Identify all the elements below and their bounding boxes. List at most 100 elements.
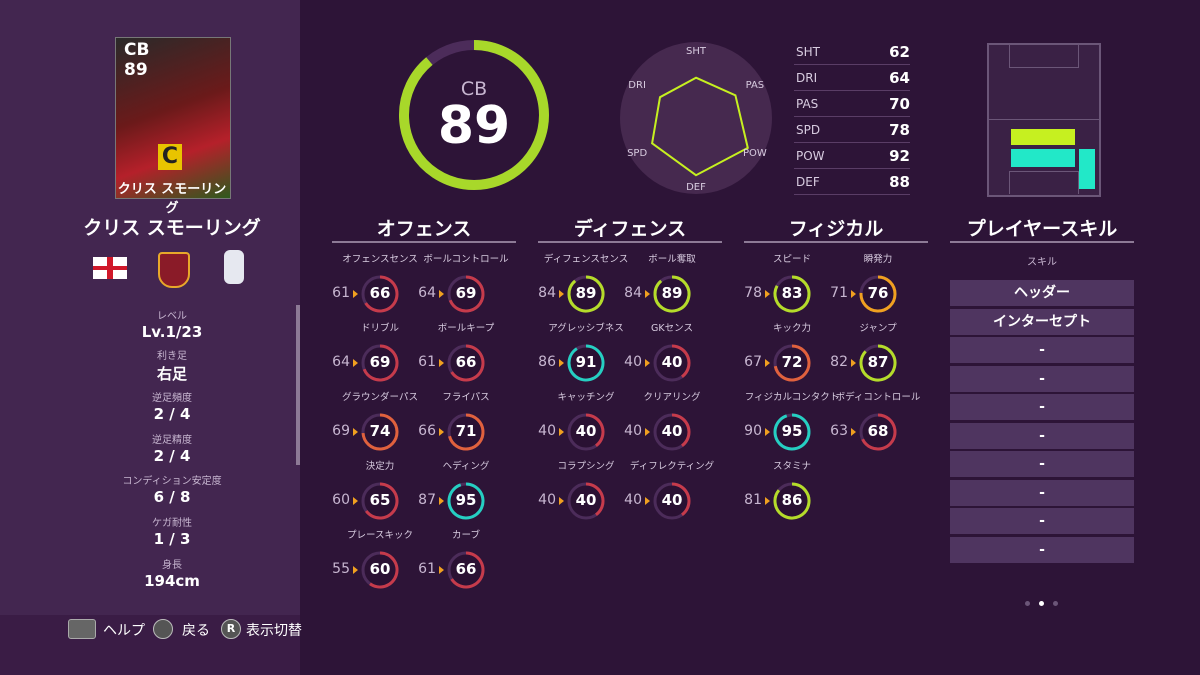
stat-name: ドリブル bbox=[360, 323, 399, 334]
stat-name: ジャンプ bbox=[859, 323, 897, 334]
ring-arc bbox=[567, 344, 605, 382]
stat-value: 89 bbox=[575, 284, 597, 302]
stat-value: 72 bbox=[781, 353, 803, 371]
stat-divider bbox=[794, 116, 910, 117]
stat-value: 70 bbox=[889, 95, 910, 113]
card-name: クリス スモーリング bbox=[117, 182, 227, 216]
league-logo bbox=[224, 250, 244, 284]
base-value: 87 bbox=[418, 492, 436, 508]
footer-label[interactable]: 戻る bbox=[182, 623, 210, 639]
stat-name: クリアリング bbox=[643, 392, 701, 403]
stat-value: 76 bbox=[867, 284, 889, 302]
section-rule bbox=[332, 241, 516, 243]
overall-rating: 89 bbox=[437, 96, 511, 156]
position-zone bbox=[1079, 149, 1095, 189]
stat-value: 64 bbox=[889, 69, 910, 87]
stat-name: ボディコントロール bbox=[835, 392, 921, 403]
stat-name: ディフェンスセンス bbox=[543, 254, 629, 265]
ring-arc bbox=[585, 482, 605, 516]
base-value: 82 bbox=[830, 354, 848, 370]
base-value: 63 bbox=[830, 423, 848, 439]
ring-arc bbox=[448, 413, 485, 451]
section-rule bbox=[538, 241, 722, 243]
info-label: コンディション安定度 bbox=[122, 476, 222, 487]
arrow bbox=[559, 290, 564, 298]
arrow bbox=[439, 359, 444, 367]
stat-ring bbox=[645, 275, 691, 313]
stat-ring bbox=[439, 275, 485, 313]
base-value: 61 bbox=[418, 354, 436, 370]
stat-name: スピード bbox=[772, 254, 811, 265]
ring-arc bbox=[369, 551, 399, 589]
ring-arc bbox=[450, 551, 485, 589]
stat-name: グラウンダーパス bbox=[342, 392, 418, 403]
base-value: 60 bbox=[332, 492, 350, 508]
ring-arc bbox=[671, 413, 691, 447]
stat-value: 68 bbox=[867, 422, 889, 440]
stat-value: 91 bbox=[575, 353, 597, 371]
skill-row: - bbox=[950, 536, 1134, 563]
arrow bbox=[765, 359, 770, 367]
back-button-icon[interactable] bbox=[153, 619, 173, 639]
base-value: 55 bbox=[332, 561, 350, 577]
pitch-line bbox=[1009, 171, 1079, 194]
stat-ring bbox=[851, 344, 897, 382]
ring-arc bbox=[364, 275, 399, 313]
base-value: 66 bbox=[418, 423, 436, 439]
footer-bar bbox=[0, 615, 300, 675]
stat-label: DRI bbox=[796, 71, 818, 85]
skills-subtitle: スキル bbox=[1027, 257, 1057, 268]
base-value: 69 bbox=[332, 423, 350, 439]
radar-label: SPD bbox=[627, 148, 647, 159]
arrow bbox=[645, 359, 650, 367]
stat-name: GKセンス bbox=[651, 323, 693, 334]
stat-name: アグレッシブネス bbox=[548, 323, 624, 334]
ring-arc bbox=[361, 413, 399, 451]
stat-name: ディフレクティング bbox=[629, 461, 715, 472]
skill-row: - bbox=[950, 451, 1134, 477]
ring-arc bbox=[773, 482, 811, 520]
ring-arc bbox=[585, 413, 605, 447]
stat-ring bbox=[765, 482, 811, 520]
stat-name: オフェンスセンス bbox=[342, 254, 418, 265]
stat-name: 決定力 bbox=[365, 461, 395, 472]
ring-arc bbox=[859, 344, 897, 382]
stat-label: PAS bbox=[796, 97, 819, 111]
stat-value: 95 bbox=[781, 422, 803, 440]
position-zone bbox=[1011, 149, 1075, 167]
pitch-line bbox=[989, 119, 1099, 120]
skill-row: - bbox=[950, 508, 1134, 534]
stat-ring bbox=[765, 413, 811, 451]
stat-value: 66 bbox=[369, 284, 391, 302]
info-value: 2 / 4 bbox=[153, 405, 191, 423]
arrow bbox=[645, 290, 650, 298]
pitch-line bbox=[1009, 45, 1079, 68]
stat-divider bbox=[794, 90, 910, 91]
card-badge: C bbox=[158, 144, 182, 170]
stat-divider bbox=[794, 142, 910, 143]
stat-ring bbox=[645, 413, 691, 451]
info-label: 身長 bbox=[162, 560, 182, 571]
arrow bbox=[353, 359, 358, 367]
dot bbox=[1025, 601, 1030, 606]
stat-value: 60 bbox=[369, 560, 391, 578]
button-icon[interactable]: R bbox=[221, 619, 241, 639]
stat-name: スタミナ bbox=[772, 461, 811, 472]
base-value: 40 bbox=[624, 423, 642, 439]
info-label: 逆足頻度 bbox=[152, 393, 192, 404]
stat-ring bbox=[851, 413, 897, 451]
arrow bbox=[353, 428, 358, 436]
footer-label[interactable]: ヘルプ bbox=[103, 623, 145, 639]
stat-name: ボールコントロール bbox=[423, 254, 509, 265]
skill-row: ヘッダー bbox=[950, 280, 1134, 306]
arrow bbox=[851, 290, 856, 298]
help-button-icon[interactable] bbox=[68, 619, 96, 639]
info-label: 逆足精度 bbox=[152, 435, 192, 446]
radar-chart: SHT DRI PAS SPD POW DEF bbox=[620, 42, 772, 194]
arrow bbox=[765, 428, 770, 436]
stat-ring bbox=[851, 275, 897, 313]
stat-label: SPD bbox=[796, 123, 821, 137]
arrow bbox=[559, 497, 564, 505]
footer-label[interactable]: 表示切替 bbox=[246, 623, 302, 639]
stat-ring bbox=[353, 551, 399, 589]
